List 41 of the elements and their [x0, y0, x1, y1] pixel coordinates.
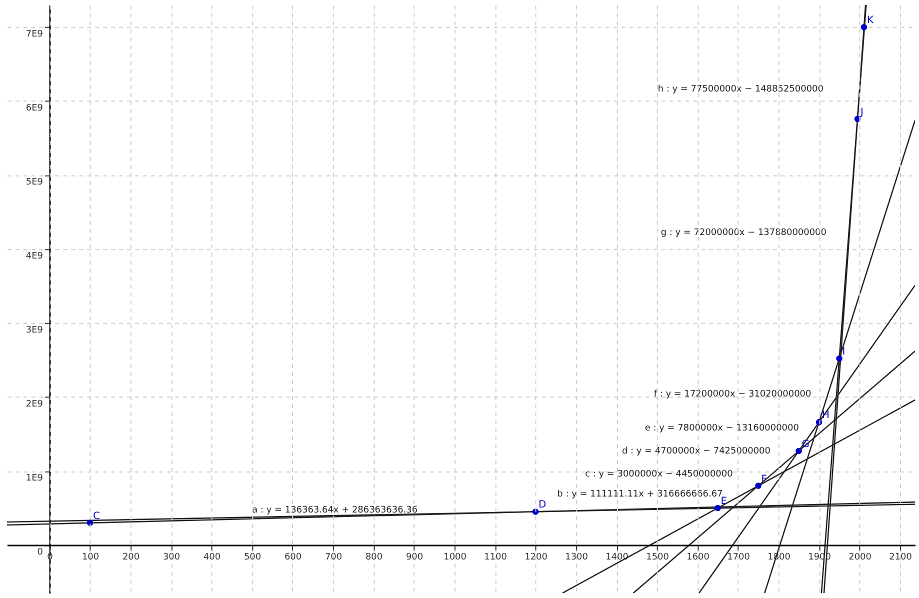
- annotation: g : y = 72000000x − 137880000000: [660, 228, 827, 238]
- y-tick-label: 2E9: [26, 399, 44, 410]
- y-tick-label: 4E9: [26, 252, 44, 262]
- x-tick-label: 500: [244, 552, 262, 562]
- annotation: b : y = 111111.11x + 316666666.67: [557, 489, 723, 500]
- x-tick-label: 1400: [606, 552, 629, 562]
- x-tick-label: 1300: [565, 552, 588, 562]
- x-tick-label: 800: [365, 552, 383, 562]
- data-label: H: [822, 410, 830, 422]
- annotation: h : y = 77500000x − 148852500000: [658, 84, 824, 95]
- annotation: d : y = 4700000x − 7425000000: [622, 446, 771, 456]
- x-tick-label: 1100: [484, 552, 508, 562]
- x-tick-label: 1700: [727, 552, 750, 562]
- y-tick-label: 7E9: [26, 30, 44, 40]
- x-tick-label: 1200: [524, 552, 548, 562]
- x-tick-label: 400: [203, 552, 221, 562]
- y-tick-label: 3E9: [26, 326, 44, 336]
- annotation: c : y = 3000000x − 4450000000: [585, 469, 734, 480]
- annotation: f : y = 17200000x − 31020000000: [654, 390, 812, 400]
- data-label: E: [720, 496, 728, 507]
- x-tick-label: 600: [284, 552, 302, 562]
- data-label: D: [538, 500, 547, 511]
- x-tick-label: 200: [122, 552, 140, 562]
- x-tick-label: 100: [82, 552, 100, 562]
- x-tick-label: 1600: [686, 552, 710, 562]
- y-tick-label: 6E9: [26, 104, 44, 114]
- x-tick-label: 2100: [889, 552, 912, 562]
- x-tick-label: 700: [324, 552, 342, 562]
- x-tick-label: 1000: [444, 552, 467, 562]
- x-tick-label: 300: [162, 552, 180, 562]
- data-label: J: [859, 106, 864, 118]
- data-label: C: [92, 510, 100, 522]
- data-label: K: [866, 15, 874, 26]
- x-tick-label: 900: [406, 552, 424, 562]
- y-tick-label: 1E9: [26, 473, 44, 484]
- x-tick-label: 2000: [848, 552, 872, 562]
- data-label: I: [842, 346, 846, 358]
- annotation: a : y = 136363.64x + 286363636.36: [252, 505, 418, 516]
- annotation: e : y = 7800000x − 13160000000: [644, 424, 800, 434]
- x-tick-label: 1500: [646, 552, 670, 562]
- y-tick-label: 5E9: [26, 178, 44, 188]
